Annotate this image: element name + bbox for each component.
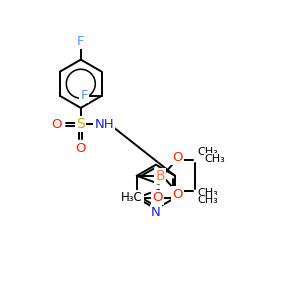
- Text: CH₃: CH₃: [197, 188, 218, 197]
- Text: N: N: [151, 206, 161, 219]
- Text: F: F: [80, 89, 88, 102]
- Text: CH₃: CH₃: [205, 154, 225, 164]
- Text: F: F: [77, 35, 85, 48]
- Text: CH₃: CH₃: [197, 147, 218, 157]
- Text: O: O: [76, 142, 86, 155]
- Text: S: S: [76, 117, 85, 131]
- Text: B: B: [155, 169, 165, 183]
- Text: CH₃: CH₃: [197, 196, 218, 206]
- Text: O: O: [172, 188, 183, 200]
- Text: O: O: [51, 118, 62, 130]
- Text: O: O: [152, 191, 163, 204]
- Text: O: O: [172, 151, 183, 164]
- Text: NH: NH: [94, 118, 114, 130]
- Text: H₃C: H₃C: [121, 191, 142, 204]
